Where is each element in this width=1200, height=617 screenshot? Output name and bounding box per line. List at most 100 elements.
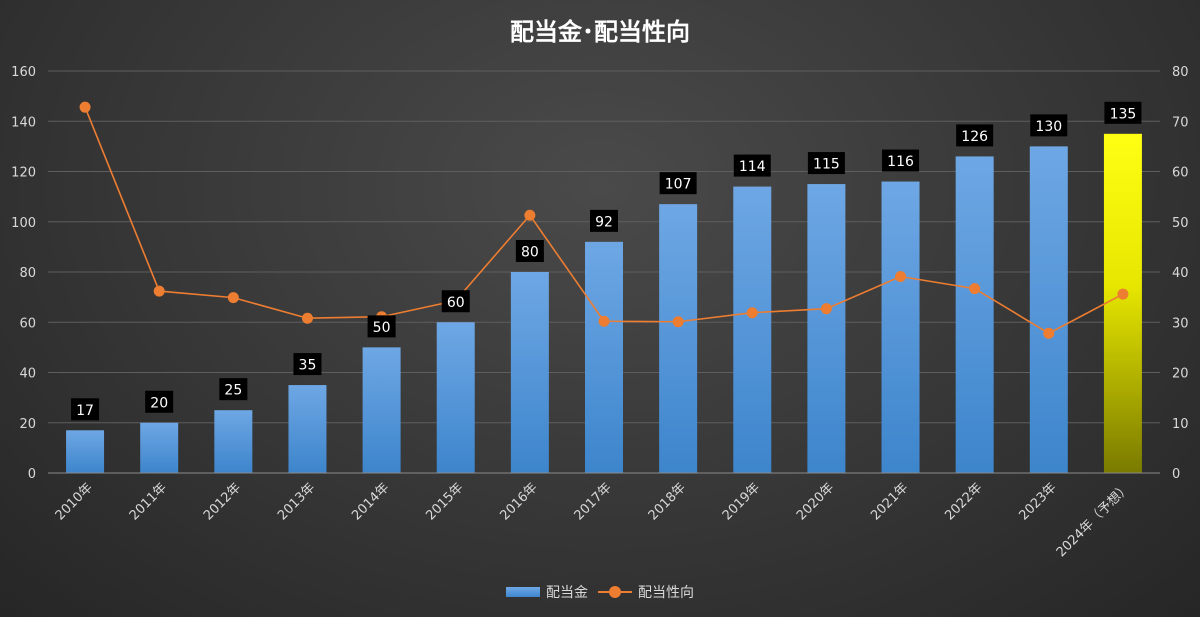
x-tick-label: 2017年 (572, 480, 615, 523)
payout-ratio-point (820, 303, 832, 315)
data-label-box (590, 209, 618, 232)
bar-2018年 (659, 204, 698, 473)
y-left-tick-label: 40 (19, 367, 36, 382)
data-label: 60 (447, 295, 465, 311)
bar-2016年 (510, 272, 549, 473)
data-label: 107 (665, 177, 692, 193)
x-tick-label: 2022年 (942, 480, 985, 523)
y-left-tick-label: 120 (11, 166, 36, 181)
x-tick-label: 2010年 (53, 480, 96, 523)
payout-ratio-point (1043, 327, 1055, 339)
data-label: 116 (887, 154, 914, 170)
bar-2024年（予想） (1103, 133, 1142, 473)
bar-2013年 (288, 385, 327, 473)
bar-2014年 (362, 347, 401, 473)
y-right-tick-label: 80 (1172, 65, 1189, 80)
payout-ratio-point (969, 283, 981, 295)
data-label: 126 (961, 129, 988, 145)
payout-ratio-point (79, 101, 91, 113)
data-label: 20 (150, 395, 168, 411)
bar-2012年 (214, 410, 253, 473)
y-right-tick-label: 30 (1172, 316, 1189, 331)
legend-label-dividend: 配当金 (546, 585, 588, 601)
payout-ratio-point (746, 307, 758, 319)
x-tick-label: 2023年 (1016, 480, 1059, 523)
data-label-box (956, 124, 994, 147)
data-label: 80 (521, 245, 539, 261)
y-right-tick-label: 60 (1172, 166, 1189, 181)
y-left-tick-label: 80 (19, 266, 36, 281)
payout-ratio-point (672, 316, 684, 328)
bar-2019年 (733, 186, 772, 473)
legend: 配当金 配当性向 (0, 582, 1200, 602)
data-label: 114 (739, 159, 766, 175)
data-label-box (733, 154, 771, 177)
bar-2017年 (585, 241, 623, 473)
data-label: 135 (1110, 106, 1137, 122)
data-label: 50 (373, 320, 391, 336)
legend-label-payout-ratio: 配当性向 (638, 585, 694, 601)
data-label-box (367, 315, 396, 338)
payout-ratio-point (598, 315, 610, 327)
bar-2011年 (140, 422, 179, 473)
data-label-box (807, 152, 845, 175)
data-label-box (515, 240, 544, 262)
payout-ratio-point (895, 271, 907, 283)
legend-bar-swatch (506, 587, 540, 597)
x-tick-label: 2014年 (349, 480, 392, 523)
payout-ratio-point (301, 312, 313, 324)
payout-ratio-point (227, 292, 239, 304)
x-tick-label: 2018年 (646, 480, 689, 523)
data-label-box (219, 378, 248, 401)
y-right-tick-label: 50 (1172, 216, 1189, 231)
data-label-box (882, 149, 920, 172)
data-label: 17 (76, 403, 94, 419)
data-label-box (1030, 114, 1068, 137)
legend-item-dividend: 配当金 (506, 582, 588, 602)
y-left-tick-label: 0 (28, 467, 36, 482)
payout-ratio-point (153, 285, 165, 297)
data-label-box (71, 398, 100, 421)
x-tick-label: 2015年 (423, 480, 466, 523)
y-right-tick-label: 70 (1172, 115, 1189, 130)
x-tick-label: 2021年 (868, 480, 911, 523)
payout-ratio-point (1117, 288, 1129, 300)
y-left-tick-label: 140 (11, 115, 36, 130)
legend-item-payout-ratio: 配当性向 (598, 582, 694, 602)
data-label-box (441, 290, 470, 313)
data-label-box (145, 390, 174, 413)
y-right-tick-label: 10 (1172, 417, 1189, 432)
x-tick-label: 2012年 (201, 480, 244, 523)
data-label: 115 (813, 157, 840, 173)
bar-2022年 (955, 156, 994, 474)
data-label-box (1104, 101, 1142, 124)
data-label: 92 (595, 214, 613, 230)
data-label: 130 (1035, 119, 1062, 135)
x-tick-label: 2024年（予想） (1053, 480, 1134, 561)
x-tick-label: 2011年 (127, 480, 170, 523)
y-right-tick-label: 40 (1172, 266, 1189, 281)
y-left-tick-label: 60 (19, 316, 36, 331)
y-left-tick-label: 20 (19, 417, 36, 432)
x-tick-label: 2019年 (720, 480, 763, 523)
y-right-tick-label: 0 (1172, 467, 1180, 482)
data-label: 35 (299, 358, 317, 374)
bar-2023年 (1029, 146, 1068, 473)
x-tick-label: 2020年 (794, 480, 837, 523)
bar-2010年 (66, 430, 105, 473)
x-tick-label: 2013年 (275, 480, 318, 523)
bar-2015年 (436, 322, 475, 473)
bar-2020年 (807, 184, 846, 473)
data-label-box (659, 172, 697, 195)
y-left-tick-label: 100 (11, 216, 36, 231)
data-label-box (293, 353, 322, 376)
legend-line-swatch (598, 586, 632, 598)
payout-ratio-point (524, 209, 536, 221)
chart-title: 配当金･配当性向 (510, 18, 690, 46)
y-left-tick-label: 160 (11, 65, 36, 80)
bar-2021年 (881, 181, 920, 474)
y-right-tick-label: 20 (1172, 367, 1189, 382)
data-label: 25 (224, 383, 242, 399)
